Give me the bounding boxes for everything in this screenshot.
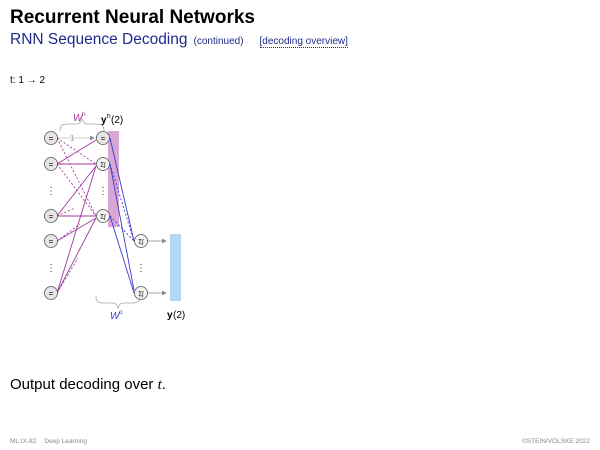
y-arg: (2) (173, 310, 185, 321)
svg-text:Σ∫: Σ∫ (138, 291, 144, 298)
hidden-state-band (108, 131, 119, 227)
svg-text:Σ∫: Σ∫ (100, 162, 106, 169)
svg-text:Σ∫: Σ∫ (100, 214, 106, 221)
subtitle-note: (continued) (193, 36, 244, 47)
output-band (170, 234, 181, 301)
wh-superscript: h (82, 111, 86, 118)
caption-text: Output decoding over (10, 376, 158, 393)
output-neuron: Σ∫ (134, 234, 148, 248)
input-ellipsis: ⋮ (46, 186, 56, 197)
hidden-neuron: Σ∫ (96, 209, 110, 223)
svg-text:Σ∫: Σ∫ (138, 239, 144, 246)
input-node: = (44, 234, 58, 248)
svg-text:=: = (49, 160, 54, 169)
input-ellipsis: ⋮ (46, 263, 56, 274)
hidden-ellipsis: ⋮ (98, 186, 108, 197)
rnn-decoding-diagram: W h y h (2) 1 = (44, 111, 185, 322)
subtitle-row: RNN Sequence Decoding (continued) [decodin… (10, 31, 348, 49)
wh-label: W (73, 113, 84, 124)
y-label: y (167, 310, 173, 321)
output-weights (109, 137, 135, 294)
wo-superscript: o (119, 309, 123, 316)
caption-variable: t (157, 377, 162, 393)
timestep-label: t: 1 → 2 (10, 75, 46, 86)
hidden-identity-node: = (96, 131, 110, 145)
wh-brace (59, 118, 105, 132)
output-neuron: Σ∫ (134, 286, 148, 300)
hidden-weights (56, 139, 97, 294)
svg-text:=: = (101, 134, 106, 143)
yh-label: y (101, 115, 107, 126)
svg-text:=: = (49, 134, 54, 143)
footer-copyright: ©STEIN/VÖLSKE 2022 (521, 438, 590, 445)
input-node: = (44, 157, 58, 171)
caption: Output decoding over t. (10, 376, 166, 394)
input-node: = (44, 209, 58, 223)
slide-subtitle: RNN Sequence Decoding (10, 31, 188, 48)
slide-title: Recurrent Neural Networks (10, 7, 255, 28)
footer-topic: Deep Learning (44, 438, 88, 445)
svg-text:=: = (49, 212, 54, 221)
output-ellipsis: ⋮ (136, 263, 146, 274)
wo-label: W (110, 311, 121, 322)
svg-text:=: = (49, 237, 54, 246)
caption-end: . (161, 376, 166, 393)
svg-text:=: = (49, 289, 54, 298)
footer-course: ML:IX-82 (10, 438, 37, 445)
yh-superscript: h (107, 113, 111, 120)
input-node: = (44, 286, 58, 300)
input-node: = (44, 131, 58, 145)
hidden-neuron: Σ∫ (96, 157, 110, 171)
output-weights-dashed (109, 163, 135, 242)
wo-brace (95, 295, 141, 310)
hidden-weights-dashed (56, 137, 97, 294)
bias-label: 1 (70, 134, 75, 143)
decoding-overview-link[interactable]: [decoding overview] (259, 36, 348, 48)
footer-left: ML:IX-82 Deep Learning (10, 438, 87, 445)
yh-arg: (2) (111, 115, 123, 126)
